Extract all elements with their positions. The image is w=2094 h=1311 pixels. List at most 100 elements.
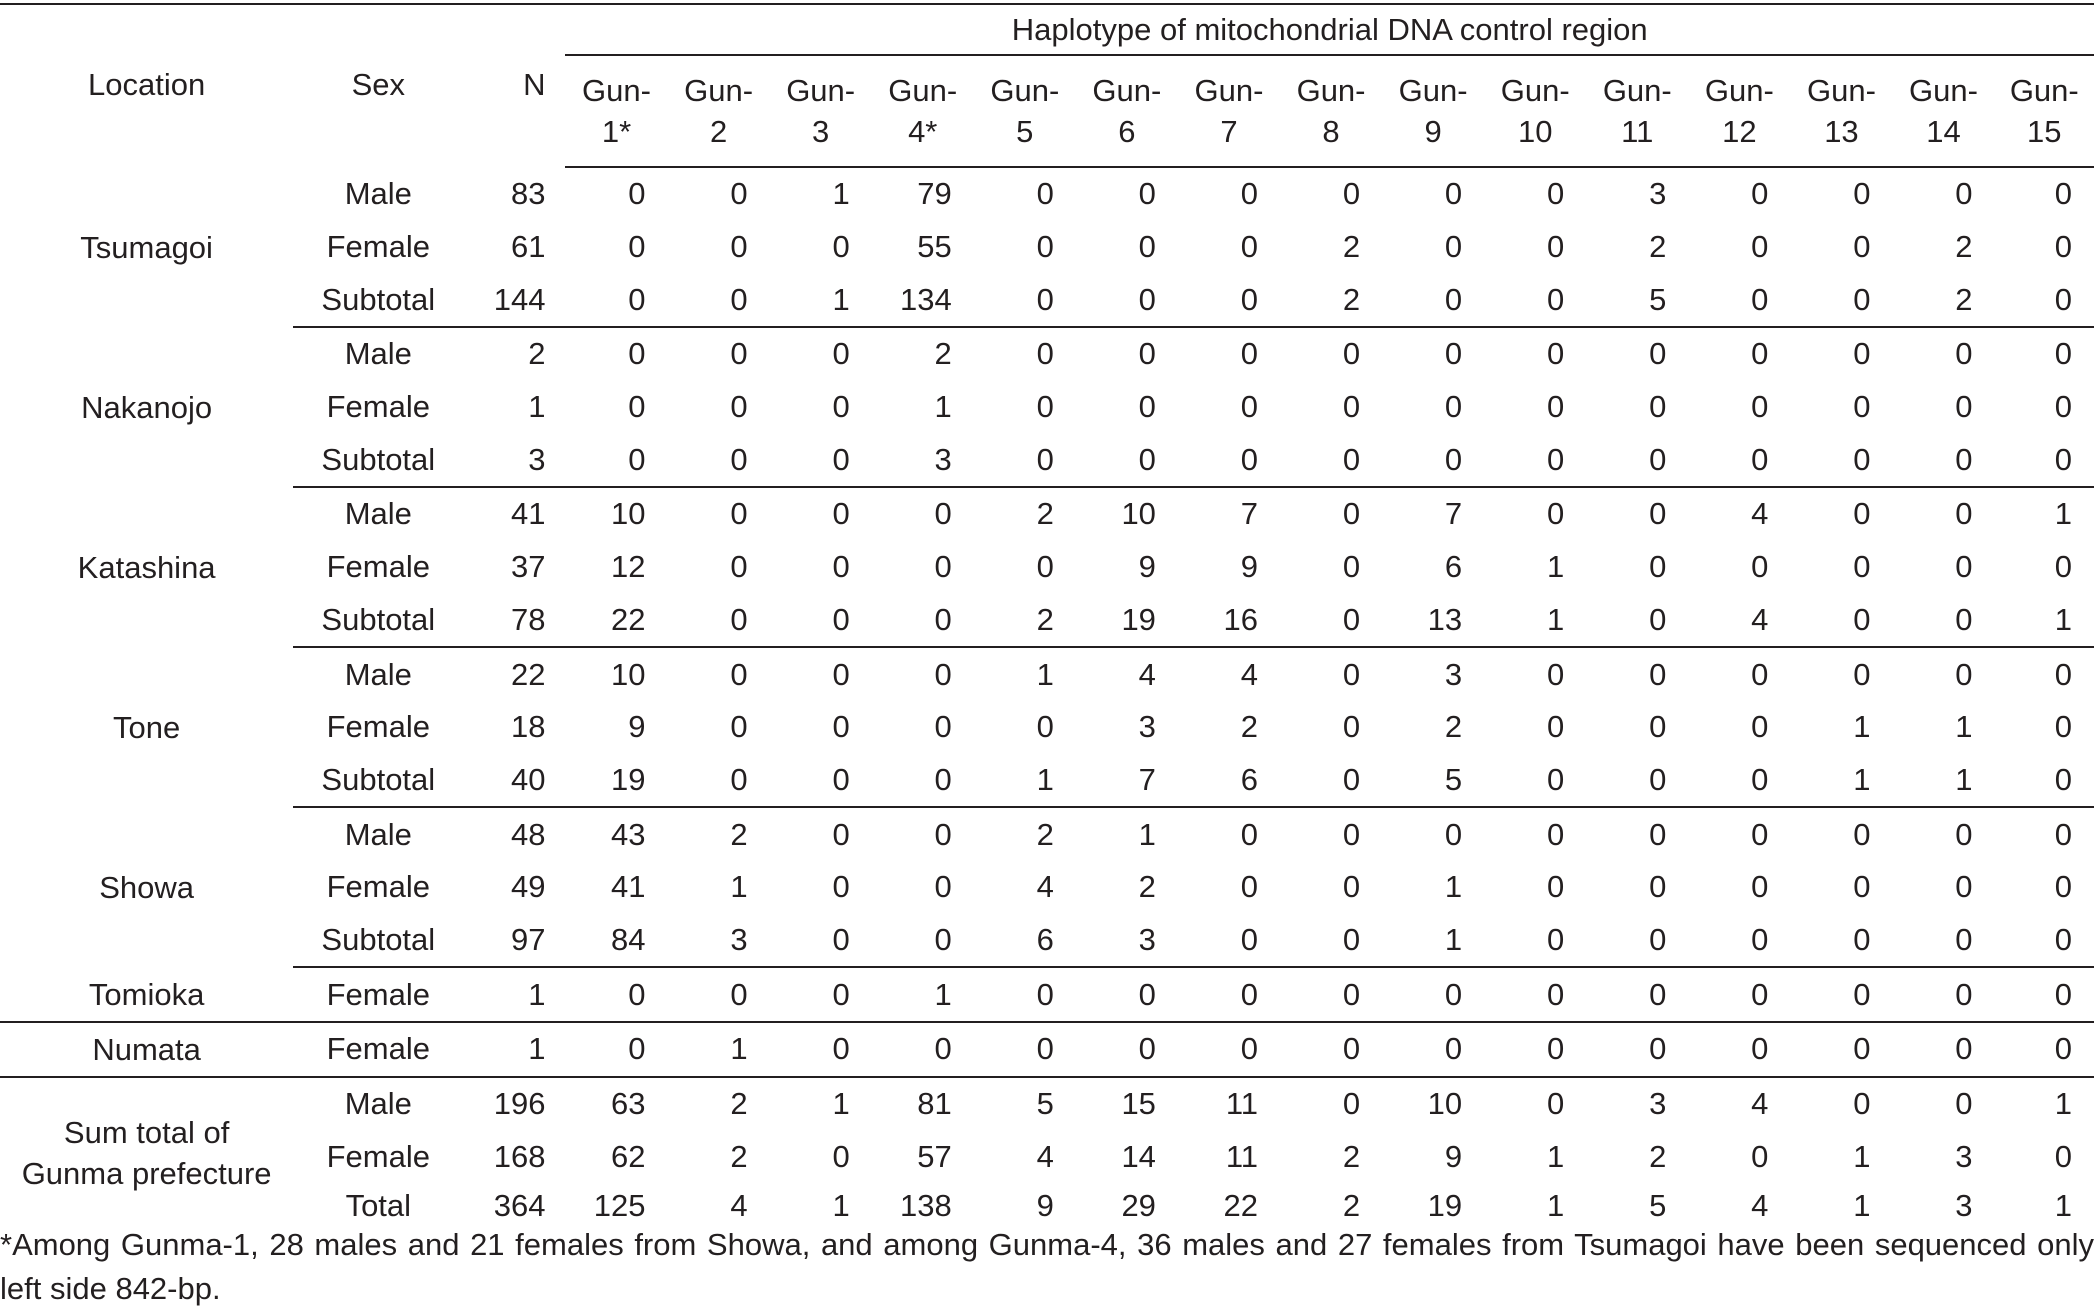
haplotype-count-cell: 0 [1240,229,1258,265]
haplotype-count-cell: 0 [1955,869,1973,905]
haplotype-header-cell: Gun- 6 [1075,55,1178,168]
haplotype-count-cell: 4 [1751,496,1769,532]
haplotype-count-cell: 0 [871,593,974,649]
haplotype-count-cell: 0 [1075,1022,1178,1078]
haplotype-count-cell: 0 [1994,913,2094,969]
haplotype-count-cell: 1 [1790,753,1893,809]
haplotype-header-line: 13 [1824,114,1859,149]
haplotype-count-cell: 11 [1225,1086,1258,1122]
haplotype-header-line: 1* [601,114,632,149]
table-row: Subtotal 144 0 0 1 134 0 0 0 2 0 0 5 0 0 2 0 [0,273,2094,329]
haplotype-count-cell: 3 [667,913,770,969]
haplotype-header-cell: Gun- 15 [1994,55,2094,168]
location-header: Location [88,67,206,102]
haplotype-count-cell: 0 [1853,229,1871,265]
haplotype-count-cell: 0 [1342,336,1361,372]
haplotype-count-cell: 5 [1649,1188,1667,1224]
sex-cell: Female [326,389,430,425]
haplotype-count-cell: 0 [1075,967,1178,1023]
haplotype-count-cell: 2 [1342,229,1361,265]
haplotype-count-cell: 0 [1688,1022,1791,1078]
haplotype-count-cell: 1 [1546,1138,1565,1174]
haplotype-count-cell: 0 [730,496,748,532]
haplotype-count-cell: 0 [1280,593,1383,649]
haplotype-count-cell: 0 [1853,869,1871,905]
haplotype-count-cell: 0 [1649,496,1667,532]
table-row: Showa Male 48 43 2 0 0 2 1 0 0 0 0 0 0 0 0 0 [0,807,2094,905]
haplotype-count-cell: 0 [934,816,952,852]
table-row: Subtotal 78 22 0 0 0 2 19 16 0 13 1 0 4 0 0 1 [0,593,2094,649]
haplotype-count-cell: 9 [1240,549,1258,585]
haplotype-count-cell: 1 [1853,1138,1871,1174]
haplotype-count-cell: 0 [973,967,1076,1023]
haplotype-count-cell: 2 [934,336,952,372]
haplotype-count-cell: 0 [1586,433,1689,489]
sex-cell: Male [344,496,412,532]
haplotype-count-cell: 0 [667,967,770,1023]
haplotype-count-cell: 5 [1586,273,1689,329]
sex-cell: Female [293,967,464,1023]
haplotype-count-cell: 0 [2054,869,2072,905]
haplotype-count-cell: 0 [1853,176,1871,212]
haplotype-header-line: Gun- [1909,73,1978,108]
n-cell: 37 [510,549,546,585]
haplotype-header-line: Gun- [1296,73,1366,108]
haplotype-header-line: 12 [1722,114,1757,149]
haplotype-count-cell: 0 [1790,967,1893,1023]
haplotype-count-cell: 0 [628,389,646,425]
haplotype-count-cell: 0 [1280,967,1383,1023]
haplotype-count-cell: 0 [730,229,748,265]
haplotype-count-cell: 0 [1444,389,1463,425]
haplotype-count-cell: 2 [1649,229,1667,265]
n-header: N [523,67,546,102]
haplotype-header-line: Gun- [684,73,754,108]
haplotype-count-cell: 0 [1649,709,1667,745]
n-cell: 1 [463,967,566,1023]
haplotype-count-cell: 3 [1649,176,1667,212]
haplotype-count-cell: 84 [565,913,668,969]
table-row: Total 364 125 4 1 138 9 29 22 2 19 1 5 4 1 3 1 [0,1183,2094,1229]
table-row: Female 168 62 2 0 57 4 14 11 2 9 1 2 0 1 3 0 [0,1130,2094,1183]
location-line: Tomioka [88,976,205,1012]
haplotype-count-cell: 0 [2054,549,2072,585]
haplotype-count-cell: 9 [628,709,646,745]
n-cell: 168 [493,1138,546,1174]
haplotype-count-cell: 0 [1280,913,1383,969]
haplotype-count-cell: 0 [1586,1022,1689,1078]
haplotype-count-cell: 0 [1036,336,1054,372]
location-cell: Katashina [0,487,293,647]
haplotype-count-cell: 0 [1853,336,1871,372]
haplotype-count-cell: 0 [1955,496,1973,532]
haplotype-count-cell: 0 [769,1022,872,1078]
haplotype-count-cell: 0 [1382,1022,1485,1078]
haplotype-count-cell: 6 [973,913,1076,969]
haplotype-count-cell: 0 [871,1022,974,1078]
haplotype-count-cell: 0 [934,656,952,692]
haplotype-count-cell: 0 [1036,389,1054,425]
haplotype-count-cell: 0 [1280,433,1383,489]
haplotype-count-cell: 4 [1751,1086,1769,1122]
table-row: Tone Male 22 10 0 0 0 1 4 4 0 3 0 0 0 0 0 0 [0,647,2094,745]
haplotype-count-cell: 0 [565,273,668,329]
haplotype-header-line: 8 [1322,114,1340,149]
haplotype-count-cell: 0 [1892,593,1995,649]
n-cell: 2 [528,336,546,372]
haplotype-count-cell: 7 [1444,496,1463,532]
haplotype-count-cell: 1 [1444,869,1463,905]
haplotype-count-cell: 2 [730,816,748,852]
haplotype-count-cell: 62 [611,1138,646,1174]
haplotype-count-cell: 0 [769,967,872,1023]
haplotype-count-cell: 0 [667,753,770,809]
haplotype-count-cell: 15 [1121,1086,1156,1122]
haplotype-count-cell: 0 [1546,336,1565,372]
location-cell: Sum total of Gunma prefecture [0,1077,293,1229]
table-row: Sum total of Gunma prefecture Male 196 63 2 1 8… [0,1077,2094,1191]
haplotype-count-cell: 7 [1075,753,1178,809]
haplotype-count-cell: 0 [1751,336,1769,372]
location-cell: Numata [0,1022,294,1078]
table-row: Numata Female 1 0 1 0 0 0 0 0 0 0 0 0 0 0 0 0 [0,1022,2094,1078]
haplotype-count-cell: 0 [1586,753,1689,809]
footnote: *Among Gunma-1, 28 males and 21 females … [0,1227,2094,1306]
haplotype-count-cell: 0 [1649,336,1667,372]
